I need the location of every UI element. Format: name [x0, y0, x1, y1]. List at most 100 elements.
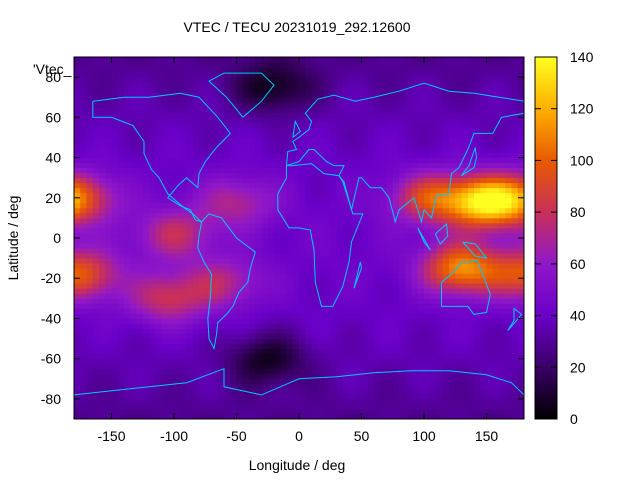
heatmap-cell	[180, 343, 187, 350]
heatmap-cell	[161, 383, 169, 390]
heatmap-cell	[467, 383, 475, 390]
heatmap-cell	[511, 353, 519, 360]
heatmap-cell	[205, 378, 212, 385]
heatmap-cell	[161, 232, 169, 239]
heatmap-cell	[255, 363, 262, 370]
heatmap-cell	[80, 388, 87, 395]
heatmap-cell	[311, 192, 319, 199]
heatmap-cell	[417, 363, 425, 370]
heatmap-cell	[317, 358, 325, 365]
heatmap-cell	[380, 408, 387, 415]
heatmap-cell	[449, 227, 456, 234]
heatmap-cell	[486, 182, 494, 189]
heatmap-cell	[311, 162, 319, 169]
heatmap-cell	[80, 273, 87, 279]
heatmap-cell	[261, 157, 269, 163]
heatmap-cell	[236, 137, 244, 143]
heatmap-cell	[305, 97, 312, 103]
heatmap-cell	[149, 303, 156, 309]
heatmap-cell	[361, 72, 369, 78]
heatmap-cell	[374, 373, 381, 380]
heatmap-cell	[105, 82, 112, 88]
heatmap-cell	[74, 222, 81, 229]
heatmap-cell	[405, 263, 412, 269]
heatmap-cell	[330, 217, 337, 224]
heatmap-cell	[474, 72, 481, 78]
heatmap-cell	[286, 313, 294, 319]
heatmap-cell	[99, 87, 106, 93]
heatmap-cell	[380, 358, 387, 365]
heatmap-cell	[186, 67, 194, 73]
heatmap-cell	[361, 122, 369, 128]
heatmap-cell	[436, 308, 444, 314]
heatmap-cell	[161, 278, 169, 284]
heatmap-cell	[130, 217, 137, 224]
heatmap-cell	[136, 383, 144, 390]
heatmap-cell	[455, 82, 462, 88]
heatmap-cell	[299, 383, 306, 390]
heatmap-cell	[517, 227, 524, 234]
heatmap-cell	[517, 157, 524, 163]
heatmap-cell	[267, 343, 275, 350]
heatmap-cell	[92, 368, 100, 375]
heatmap-cell	[149, 368, 156, 375]
heatmap-cell	[230, 132, 237, 138]
heatmap-cell	[186, 207, 194, 214]
heatmap-cell	[167, 363, 175, 370]
heatmap-cell	[117, 122, 125, 128]
heatmap-cell	[517, 373, 524, 380]
heatmap-cell	[499, 222, 506, 229]
heatmap-cell	[324, 77, 331, 83]
heatmap-cell	[155, 217, 162, 224]
heatmap-cell	[505, 162, 512, 169]
heatmap-cell	[286, 72, 294, 78]
heatmap-cell	[430, 318, 437, 324]
heatmap-cell	[486, 238, 494, 244]
heatmap-cell	[386, 403, 394, 410]
heatmap-cell	[424, 187, 431, 194]
heatmap-cell	[317, 278, 325, 284]
heatmap-cell	[130, 207, 137, 214]
heatmap-cell	[74, 378, 81, 385]
heatmap-cell	[242, 92, 250, 98]
heatmap-cell	[355, 172, 362, 179]
heatmap-cell	[511, 147, 519, 153]
heatmap-cell	[330, 403, 337, 410]
heatmap-cell	[405, 413, 412, 419]
heatmap-cell	[205, 117, 212, 123]
heatmap-cell	[199, 253, 206, 259]
heatmap-cell	[349, 167, 356, 174]
heatmap-cell	[405, 353, 412, 360]
heatmap-cell	[192, 273, 200, 279]
heatmap-cell	[374, 318, 381, 324]
heatmap-cell	[286, 293, 294, 299]
heatmap-cell	[199, 348, 206, 355]
heatmap-cell	[455, 227, 462, 234]
heatmap-cell	[380, 253, 387, 259]
heatmap-cell	[74, 318, 81, 324]
heatmap-cell	[474, 363, 481, 370]
heatmap-cell	[380, 122, 387, 128]
heatmap-cell	[142, 152, 150, 158]
heatmap-cell	[380, 383, 387, 390]
heatmap-cell	[155, 318, 162, 324]
heatmap-cell	[430, 268, 437, 274]
heatmap-cell	[342, 107, 350, 113]
heatmap-cell	[74, 122, 81, 128]
heatmap-cell	[142, 132, 150, 138]
heatmap-cell	[86, 278, 94, 284]
heatmap-cell	[436, 72, 444, 78]
heatmap-cell	[255, 162, 262, 169]
heatmap-cell	[380, 142, 387, 148]
heatmap-cell	[411, 207, 419, 214]
heatmap-cell	[311, 217, 319, 224]
heatmap-cell	[311, 117, 319, 123]
heatmap-cell	[167, 268, 175, 274]
heatmap-cell	[205, 82, 212, 88]
heatmap-cell	[192, 182, 200, 189]
heatmap-cell	[224, 67, 231, 73]
heatmap-cell	[474, 368, 481, 375]
heatmap-cell	[142, 253, 150, 259]
heatmap-cell	[80, 398, 87, 405]
heatmap-cell	[155, 102, 162, 108]
